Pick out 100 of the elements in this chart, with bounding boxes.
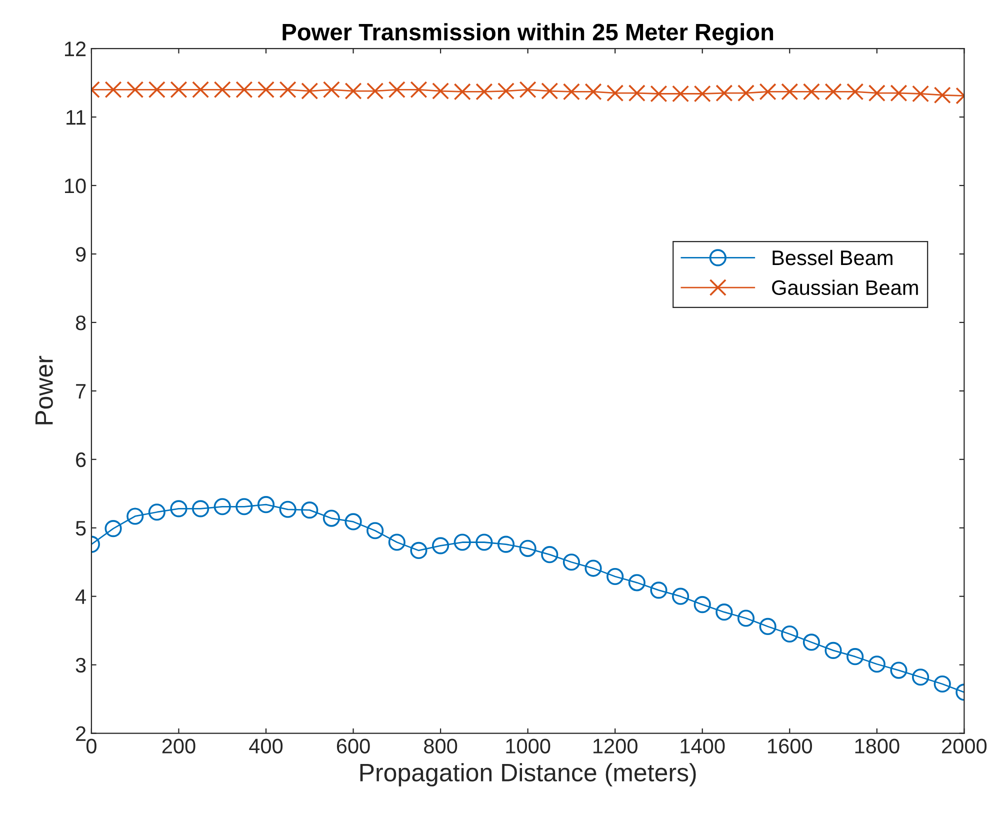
point — [279, 81, 296, 98]
point — [519, 81, 536, 98]
point — [759, 618, 776, 636]
point — [432, 537, 450, 554]
point — [584, 560, 602, 577]
point — [257, 496, 275, 514]
point — [214, 81, 231, 98]
point — [562, 83, 580, 100]
chart-title: Power Transmission within 25 Meter Region — [282, 23, 774, 46]
point — [476, 83, 493, 100]
point — [388, 81, 406, 98]
y-tick-label: 8 — [76, 315, 86, 330]
point — [694, 85, 711, 102]
point — [170, 81, 188, 98]
point — [192, 81, 210, 98]
point — [934, 86, 951, 104]
point — [802, 634, 820, 651]
point — [846, 83, 864, 100]
point — [301, 82, 318, 100]
y-tick-label: 7 — [76, 384, 86, 398]
y-tick-label: 4 — [75, 590, 86, 604]
point — [628, 574, 646, 592]
point — [519, 540, 536, 557]
point — [737, 84, 755, 102]
point — [824, 83, 842, 100]
point — [606, 84, 624, 102]
point — [344, 513, 362, 530]
x-tick-label: 600 — [336, 738, 370, 754]
x-tick-label: 1800 — [855, 738, 900, 754]
x-tick-label: 2000 — [942, 738, 987, 754]
point — [454, 83, 471, 100]
point — [824, 642, 842, 659]
point — [366, 82, 384, 100]
y-tick-label: 6 — [76, 452, 86, 468]
point — [126, 508, 144, 525]
point — [846, 648, 864, 666]
x-axis-title: Propagation Distance (meters) — [360, 763, 696, 786]
point — [432, 82, 450, 100]
legend-label: Bessel Beam — [772, 250, 892, 266]
point — [410, 542, 428, 560]
point — [650, 85, 668, 102]
point — [737, 610, 755, 627]
point — [672, 85, 690, 102]
point — [694, 596, 711, 614]
point — [650, 582, 668, 599]
point — [257, 81, 275, 98]
y-tick-label: 2 — [76, 726, 86, 741]
y-axis-title: Power — [35, 356, 53, 424]
legend-label: Gaussian Beam — [772, 280, 918, 296]
point — [214, 498, 231, 516]
x-tick-label: 400 — [249, 738, 283, 754]
x-tick-label: 800 — [424, 738, 458, 754]
point — [716, 604, 733, 621]
point — [584, 83, 602, 100]
point — [672, 588, 690, 605]
point — [236, 81, 253, 98]
point — [716, 84, 733, 102]
point — [236, 498, 253, 516]
point — [104, 81, 122, 98]
point — [541, 82, 558, 100]
point — [104, 520, 122, 538]
point — [279, 500, 296, 518]
point — [781, 83, 798, 100]
point — [388, 534, 406, 551]
point — [934, 675, 951, 693]
point — [890, 84, 908, 102]
point — [781, 625, 798, 643]
point — [322, 81, 340, 98]
point — [148, 81, 166, 98]
y-tick-label: 11 — [66, 110, 86, 125]
y-tick-label: 3 — [76, 658, 86, 673]
point — [541, 546, 558, 564]
point — [497, 536, 515, 553]
point — [890, 662, 908, 679]
x-tick-label: 200 — [162, 738, 196, 754]
point — [802, 83, 820, 100]
y-tick-label: 12 — [65, 42, 86, 56]
point — [454, 534, 471, 551]
point — [344, 82, 362, 100]
point — [322, 510, 340, 527]
point — [126, 81, 144, 98]
point — [301, 502, 318, 519]
y-tick-label: 9 — [76, 246, 86, 262]
x-tick-label: 1200 — [594, 738, 638, 754]
x-tick-label: 1000 — [506, 738, 550, 754]
point — [628, 84, 646, 102]
y-tick-label: 5 — [76, 521, 86, 536]
point — [497, 82, 515, 100]
point — [868, 656, 886, 673]
point — [410, 81, 428, 98]
point — [170, 500, 188, 518]
point — [912, 85, 930, 102]
x-tick-label: 1600 — [768, 738, 812, 754]
x-tick-label: 0 — [86, 738, 96, 754]
x-tick-label: 1400 — [680, 738, 725, 754]
point — [148, 504, 166, 521]
y-tick-label: 10 — [65, 178, 86, 194]
point — [606, 568, 624, 586]
point — [868, 84, 886, 102]
point — [759, 83, 776, 100]
